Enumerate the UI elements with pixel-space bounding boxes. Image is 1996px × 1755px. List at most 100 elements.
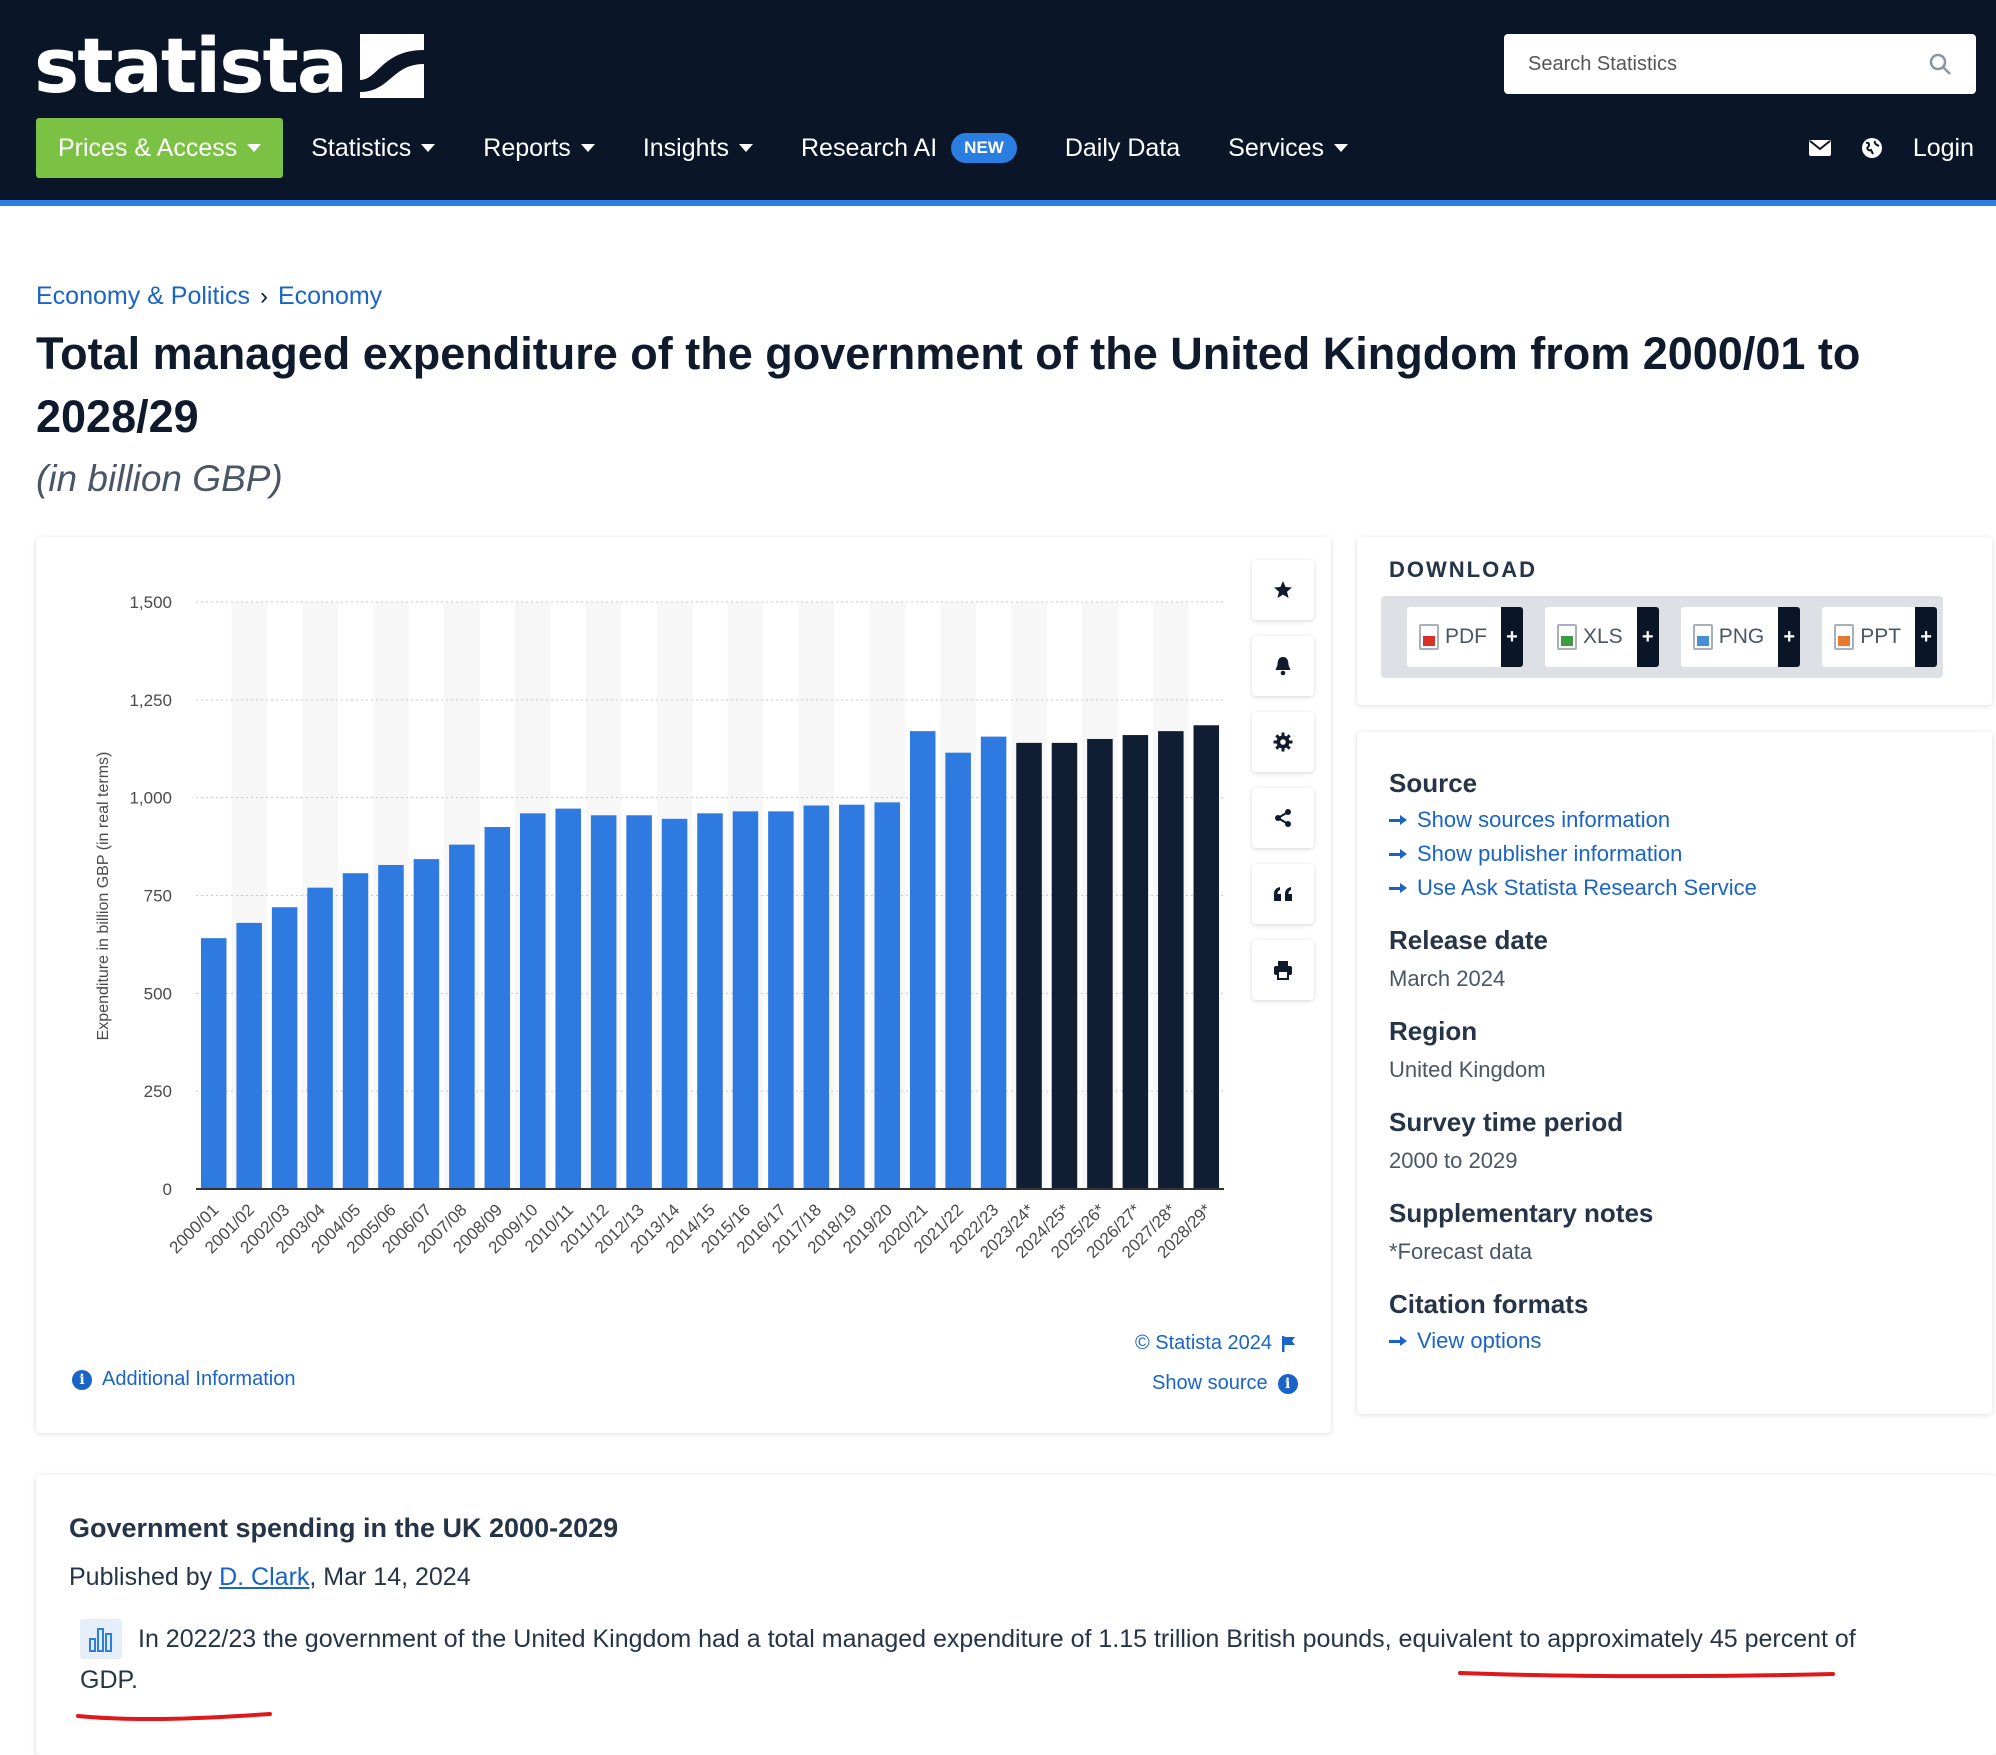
bar — [803, 805, 830, 1189]
bar — [697, 813, 723, 1189]
bar — [484, 827, 511, 1189]
arrow-right-icon — [1389, 848, 1407, 860]
download-xls-plus[interactable]: + — [1636, 607, 1659, 667]
xls-file-icon — [1557, 624, 1577, 650]
bar — [1051, 742, 1078, 1189]
info-icon: i — [72, 1369, 92, 1390]
bar-chart: 0 250 500 750 1,000 1,250 1,500 Expenditure in … — [95, 593, 1224, 1262]
download-png-main[interactable]: PNG — [1680, 607, 1779, 667]
nav-statistics[interactable]: Statistics — [287, 118, 459, 178]
bar — [236, 922, 262, 1189]
quote-icon — [1274, 887, 1292, 901]
supplementary-notes-value: *Forecast data — [1389, 1239, 1533, 1264]
y-tick-label: 750 — [144, 887, 172, 906]
view-options-label: View options — [1417, 1328, 1542, 1353]
survey-period-value: 2000 to 2029 — [1389, 1148, 1518, 1173]
bar — [413, 859, 440, 1189]
author-link[interactable]: D. Clark — [219, 1563, 310, 1591]
cite-button[interactable] — [1252, 864, 1314, 924]
share-button[interactable] — [1252, 788, 1314, 848]
show-source-link[interactable]: Show source i — [1152, 1372, 1298, 1395]
y-tick-label: 1,000 — [129, 789, 172, 808]
breadcrumb-economy[interactable]: Economy — [277, 282, 383, 310]
bar — [626, 815, 652, 1189]
breadcrumb-economy-politics[interactable]: Economy & Politics — [36, 282, 250, 310]
copyright[interactable]: © Statista 2024 — [1135, 1332, 1296, 1355]
settings-button[interactable] — [1252, 712, 1314, 772]
download-xls-label: XLS — [1583, 625, 1623, 648]
published-line: Published by D. Clark, Mar 14, 2024 — [69, 1563, 471, 1592]
mail-icon[interactable] — [1808, 140, 1831, 156]
show-sources-link[interactable]: Show sources information — [1389, 807, 1757, 833]
star-icon — [1274, 581, 1292, 598]
survey-period-heading: Survey time period — [1389, 1107, 1624, 1137]
bar — [1016, 742, 1042, 1189]
download-pdf-button[interactable]: PDF + — [1407, 607, 1523, 667]
source-heading: Source — [1389, 768, 1478, 798]
y-tick-label: 500 — [144, 984, 172, 1003]
bar — [874, 802, 901, 1189]
bar — [661, 818, 688, 1189]
nav-services[interactable]: Services — [1204, 118, 1372, 178]
bar-chart-icon — [89, 1628, 112, 1652]
search-input[interactable] — [1528, 52, 1908, 76]
y-tick-label: 250 — [144, 1082, 172, 1101]
gear-icon — [1273, 732, 1293, 752]
download-pdf-main[interactable]: PDF — [1407, 607, 1501, 667]
download-title: DOWNLOAD — [1389, 557, 1537, 582]
download-ppt-main[interactable]: PPT — [1822, 607, 1916, 667]
caret-down-icon — [738, 144, 753, 152]
search-icon[interactable] — [1928, 52, 1952, 76]
bar — [1193, 725, 1220, 1189]
y-tick-label: 1,250 — [129, 691, 172, 710]
description-card: Government spending in the UK 2000-2029 … — [36, 1475, 1996, 1755]
nav-daily-data[interactable]: Daily Data — [1041, 118, 1204, 178]
breadcrumb: Economy & Politics › Economy — [36, 282, 382, 311]
bell-icon — [1275, 657, 1291, 676]
nav-label: Daily Data — [1064, 133, 1181, 162]
download-pdf-plus[interactable]: + — [1501, 607, 1523, 667]
search-box[interactable] — [1504, 34, 1976, 94]
description-text: In 2022/23 the government of the United … — [80, 1625, 1856, 1694]
research-service-link[interactable]: Use Ask Statista Research Service — [1389, 875, 1757, 901]
caret-down-icon — [421, 144, 436, 152]
png-file-icon-mark — [1696, 636, 1709, 646]
xls-file-icon-mark — [1561, 636, 1573, 646]
print-icon — [1274, 961, 1292, 980]
nav-research-ai[interactable]: Research AI NEW — [777, 118, 1041, 178]
png-file-icon — [1692, 624, 1713, 650]
share-icon — [1275, 809, 1291, 827]
nav-prices-access[interactable]: Prices & Access — [36, 118, 284, 178]
chart-tools — [1252, 560, 1314, 1000]
nav-insights[interactable]: Insights — [619, 118, 777, 178]
view-options-link[interactable]: View options — [1389, 1328, 1757, 1354]
additional-information-link[interactable]: i Additional Information — [72, 1368, 295, 1391]
nav-label: Services — [1228, 133, 1325, 162]
download-pdf-label: PDF — [1445, 625, 1487, 648]
breadcrumb-separator: › — [259, 282, 268, 310]
published-date: , Mar 14, 2024 — [309, 1563, 471, 1591]
globe-icon[interactable] — [1861, 137, 1883, 159]
download-ppt-button[interactable]: PPT + — [1822, 607, 1938, 667]
show-publisher-link[interactable]: Show publisher information — [1389, 841, 1757, 867]
notification-button[interactable] — [1252, 636, 1314, 696]
download-xls-main[interactable]: XLS — [1545, 607, 1637, 667]
download-png-plus[interactable]: + — [1778, 607, 1801, 667]
download-png-button[interactable]: PNG + — [1680, 607, 1801, 667]
favorite-button[interactable] — [1252, 560, 1314, 620]
print-button[interactable] — [1252, 940, 1314, 1000]
bar — [378, 864, 404, 1189]
new-badge: NEW — [951, 133, 1017, 163]
download-xls-button[interactable]: XLS + — [1545, 607, 1659, 667]
info-icon: i — [1277, 1373, 1298, 1394]
nav-reports[interactable]: Reports — [459, 118, 619, 178]
download-ppt-plus[interactable]: + — [1915, 607, 1938, 667]
release-date-value: March 2024 — [1389, 966, 1506, 991]
statista-logo[interactable]: statista — [34, 26, 425, 106]
bar — [342, 873, 369, 1189]
login-link[interactable]: Login — [1912, 133, 1974, 162]
caret-down-icon — [1334, 144, 1349, 152]
bar — [768, 811, 794, 1189]
bar — [307, 887, 333, 1189]
bar — [1158, 731, 1184, 1189]
